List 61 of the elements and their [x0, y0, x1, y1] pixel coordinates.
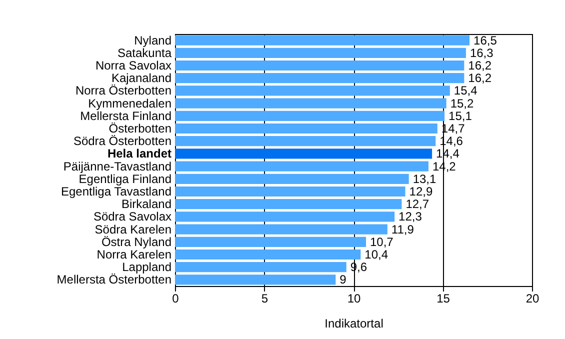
y-tick-label: Södra Österbotten — [73, 134, 172, 148]
bar — [175, 224, 388, 234]
y-tick-label: Hela landet — [107, 146, 172, 161]
data-label: 12,3 — [398, 210, 422, 224]
bar — [175, 212, 395, 222]
y-tick-label: Päijänne-Tavastland — [63, 159, 172, 174]
y-tick-label: Kymmenedalen — [88, 96, 172, 110]
x-axis-title: Indikatortal — [324, 316, 384, 330]
data-label: 16,2 — [468, 71, 492, 86]
y-tick-label: Satakunta — [117, 46, 172, 60]
bar — [175, 236, 366, 247]
x-tick-label: 10 — [347, 292, 361, 306]
data-label: 13,1 — [412, 172, 437, 186]
y-tick-label: Kajanaland — [111, 71, 172, 86]
data-label: 11,9 — [391, 222, 414, 236]
y-tick-label: Södra Savolax — [93, 210, 172, 224]
bar — [175, 123, 438, 134]
bar — [175, 249, 361, 260]
bar — [175, 60, 464, 71]
y-tick-label: Mellersta Finland — [80, 108, 172, 123]
bar — [175, 136, 436, 146]
y-tick-label: Birkaland — [121, 197, 172, 212]
data-label: 15,2 — [450, 96, 474, 110]
bar — [175, 186, 406, 197]
y-tick-label: Lappland — [122, 260, 172, 274]
y-tick-label: Mellersta Österbotten — [56, 272, 172, 287]
x-tick-label: 15 — [436, 292, 450, 306]
y-tick-label: Österbotten — [108, 122, 172, 136]
data-label: 10,7 — [370, 234, 394, 249]
data-label: 9 — [340, 272, 347, 287]
bar — [175, 98, 446, 108]
bar — [175, 48, 466, 58]
bar — [175, 274, 336, 285]
y-tick-label: Norra Karelen — [96, 248, 172, 262]
data-label: 15,4 — [454, 84, 478, 98]
y-tick-label: Egentliga Finland — [78, 172, 172, 186]
bar — [175, 86, 450, 96]
data-label: 10,4 — [364, 248, 388, 262]
bar — [175, 199, 402, 210]
y-tick-label: Norra Savolax — [95, 58, 172, 72]
y-tick-label: Östra Nyland — [101, 234, 172, 249]
y-tick-label: Egentliga Tavastland — [60, 184, 172, 198]
bar — [175, 73, 464, 84]
bar — [175, 174, 409, 184]
y-tick-label: Södra Karelen — [94, 222, 172, 236]
data-label: 12,7 — [406, 197, 430, 212]
y-tick-label: Norra Österbotten — [75, 84, 172, 98]
bar — [175, 35, 470, 46]
bar — [175, 262, 346, 272]
data-label: 16,5 — [474, 33, 498, 48]
x-tick-label: 5 — [261, 292, 268, 306]
bar — [175, 161, 428, 172]
bar — [175, 110, 445, 121]
data-label: 12,9 — [409, 184, 433, 198]
data-label: 16,3 — [470, 46, 494, 60]
y-tick-label: Nyland — [134, 33, 172, 48]
bar — [175, 148, 432, 159]
x-tick-label: 0 — [172, 292, 180, 306]
data-label: 15,1 — [448, 108, 472, 123]
x-tick-label: 20 — [526, 292, 540, 306]
data-label: 16,2 — [468, 58, 492, 72]
